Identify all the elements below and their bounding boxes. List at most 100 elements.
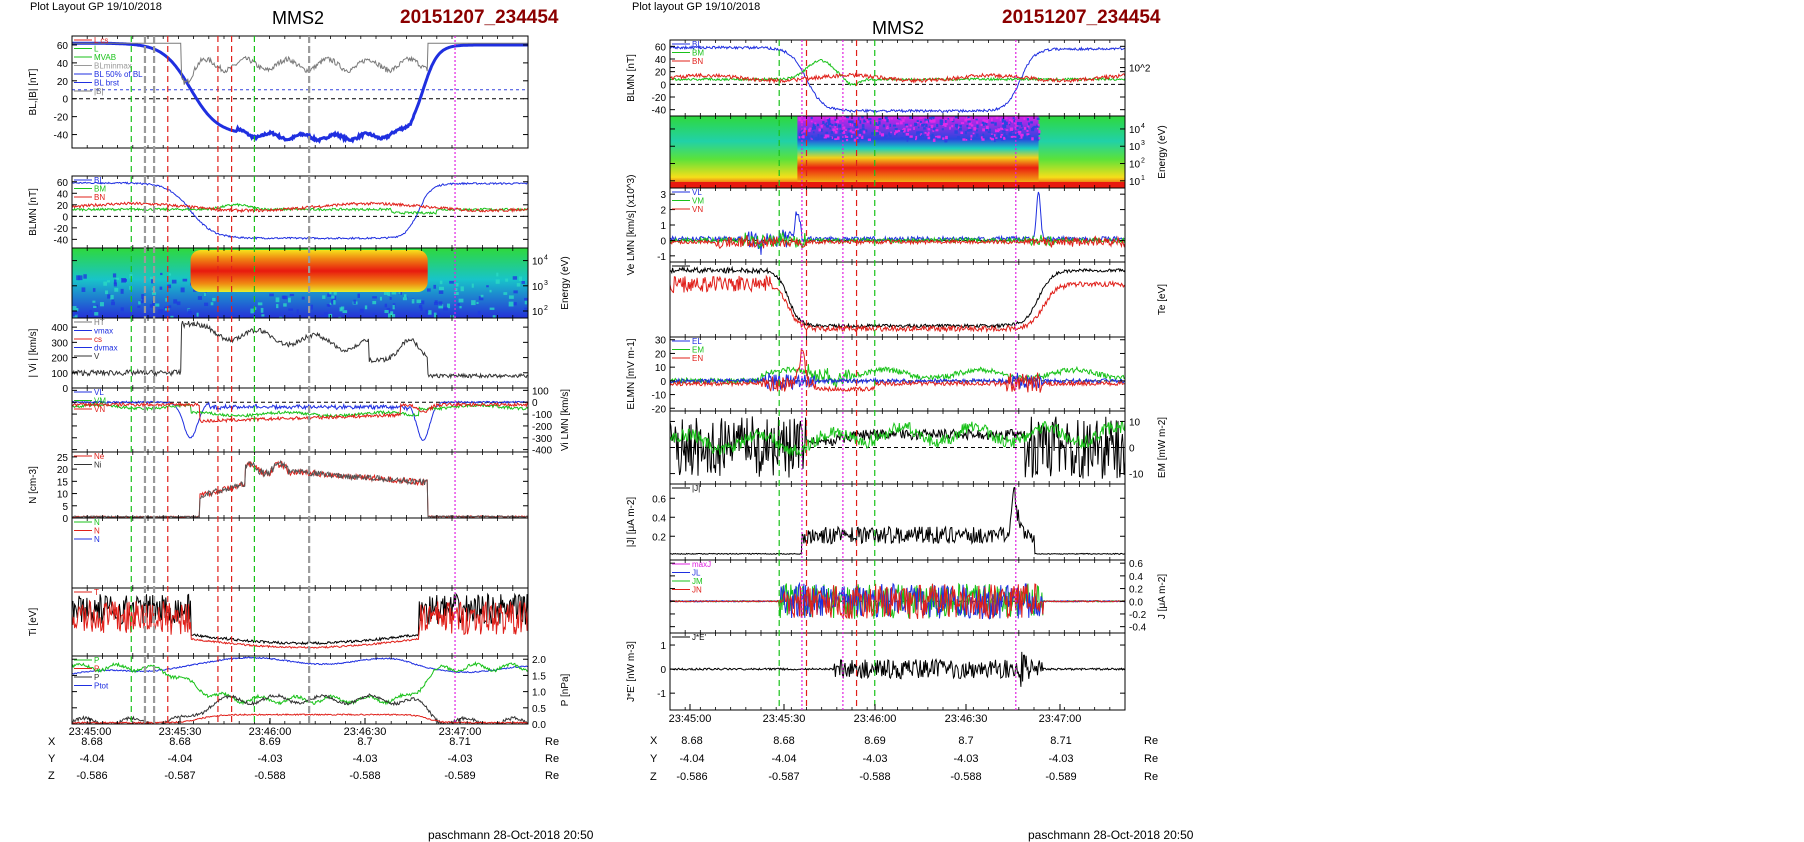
spectrogram-pixel — [1010, 130, 1015, 132]
spectrogram-pixel — [859, 132, 863, 135]
spectrogram-pixel — [141, 294, 145, 299]
spectrogram-pixel — [171, 279, 177, 284]
spectrogram-pixel — [970, 138, 973, 141]
spectrogram-pixel — [151, 291, 157, 295]
spectrogram-pixel — [885, 127, 889, 130]
spectrogram-pixel — [844, 135, 847, 138]
spectrogram-pixel — [384, 309, 389, 314]
panel-frame — [71, 451, 529, 519]
plot-area — [670, 191, 1125, 255]
x-tick-label: 23:46:00 — [249, 726, 292, 738]
spectrogram-pixel — [895, 129, 899, 133]
position-value: -0.587 — [164, 770, 195, 782]
spectrogram-pixel — [95, 304, 98, 308]
spectrogram-pixel — [830, 131, 834, 134]
spectrogram-pixel — [188, 308, 191, 314]
y-axis-label: BLMN [nT] — [28, 188, 39, 236]
panel-empty-n: NNN — [71, 517, 529, 589]
spectrogram-pixel — [1023, 117, 1026, 120]
spectrogram-pixel — [863, 130, 866, 134]
series-line-te-1 — [670, 274, 1125, 333]
spectrogram-pixel — [825, 124, 830, 128]
y-tick-exponent: 4 — [1141, 123, 1145, 130]
spectrogram-pixel — [151, 279, 154, 284]
y-tick-label: 10 — [532, 307, 544, 318]
spectrogram-pixel — [508, 301, 514, 307]
spectrogram-pixel — [902, 119, 905, 122]
y-tick-label: -10 — [652, 391, 667, 402]
y-axis-label: BLMN [nT] — [626, 54, 637, 102]
spectrogram-pixel — [883, 118, 886, 121]
spectrogram-pixel — [1014, 121, 1017, 125]
spectrogram-pixel — [194, 315, 197, 318]
series-line--b- — [72, 42, 528, 85]
plot-area — [72, 592, 528, 650]
spectrogram-pixel — [333, 299, 336, 305]
spectrogram-pixel — [155, 303, 160, 307]
y-tick-label: 1.5 — [532, 671, 546, 682]
spectrogram-pixel — [931, 116, 935, 119]
spectrogram-pixel — [832, 128, 836, 132]
spectrogram-pixel — [103, 281, 108, 286]
spectrogram-pixel — [1028, 135, 1031, 137]
spectrogram-pixel — [480, 294, 484, 298]
y-axis-label: ELMN [mV m-1] — [626, 338, 637, 409]
y-tick-label: 20 — [57, 201, 69, 212]
spectrogram-pixel — [858, 133, 862, 137]
spectrogram-pixel — [137, 305, 141, 308]
spectrogram-pixel — [990, 138, 995, 141]
spectrogram-pixel — [944, 122, 948, 126]
spectrogram-pixel — [838, 117, 842, 120]
spectrogram-pixel — [968, 127, 971, 129]
y-axis-label: Ve LMN [km/s] (x10^3) — [626, 175, 637, 276]
spectrogram-pixel — [900, 129, 904, 132]
spectrogram-pixel — [1038, 137, 1041, 140]
spectrogram-pixel — [848, 120, 852, 123]
y-tick-label: 10 — [1129, 160, 1141, 171]
spectrogram-pixel — [909, 116, 912, 119]
spectrogram-pixel — [1010, 120, 1013, 123]
y-tick-label: 10 — [1129, 417, 1141, 428]
spectrogram-pixel — [895, 122, 900, 125]
position-unit: Re — [1144, 771, 1158, 783]
spectrogram-pixel — [276, 304, 279, 309]
spectrogram-pixel — [993, 138, 996, 142]
position-value: 8.71 — [449, 736, 470, 748]
spectrogram-pixel — [965, 118, 969, 121]
y-tick-label: 40 — [57, 189, 69, 200]
spectrogram-pixel — [955, 123, 959, 128]
spectrogram-pixel — [496, 272, 499, 277]
spectrogram-pixel — [930, 135, 934, 139]
y-tick-label: 0 — [62, 514, 68, 525]
y-tick-label: 10 — [655, 363, 667, 374]
y-tick-label: 200 — [51, 354, 68, 365]
plot-area — [670, 581, 1125, 621]
spectrogram-pixel — [973, 127, 977, 131]
spectrogram-pixel — [927, 128, 931, 131]
spectrogram-pixel — [281, 295, 286, 299]
y-tick-label: 0.6 — [652, 494, 666, 505]
spectrogram-pixel — [818, 128, 821, 131]
spectrogram-pixel — [503, 292, 508, 295]
spectrogram-pixel — [813, 125, 816, 130]
spectrogram-pixel — [1005, 129, 1009, 131]
spectrogram-pixel — [1000, 135, 1002, 138]
spectrogram-pixel — [1005, 135, 1008, 139]
spectrogram-pixel — [823, 136, 827, 139]
spectrogram-pixel — [857, 133, 860, 137]
spectrogram-pixel — [886, 118, 889, 123]
spectrogram-pixel — [976, 133, 979, 137]
panel-frame — [669, 483, 1126, 561]
spectrogram-pixel — [204, 292, 207, 297]
legend-entry: T — [94, 588, 99, 597]
spectrogram-pixel — [838, 116, 841, 118]
spectrogram-pixel — [812, 124, 815, 128]
spectrogram-pixel — [831, 124, 834, 126]
spectrogram-pixel — [453, 292, 459, 296]
spectrogram-pixel — [425, 309, 429, 314]
spectrogram-pixel — [1015, 137, 1018, 139]
x-tick-label: 23:46:30 — [344, 726, 387, 738]
spectrogram-pixel — [357, 293, 360, 298]
